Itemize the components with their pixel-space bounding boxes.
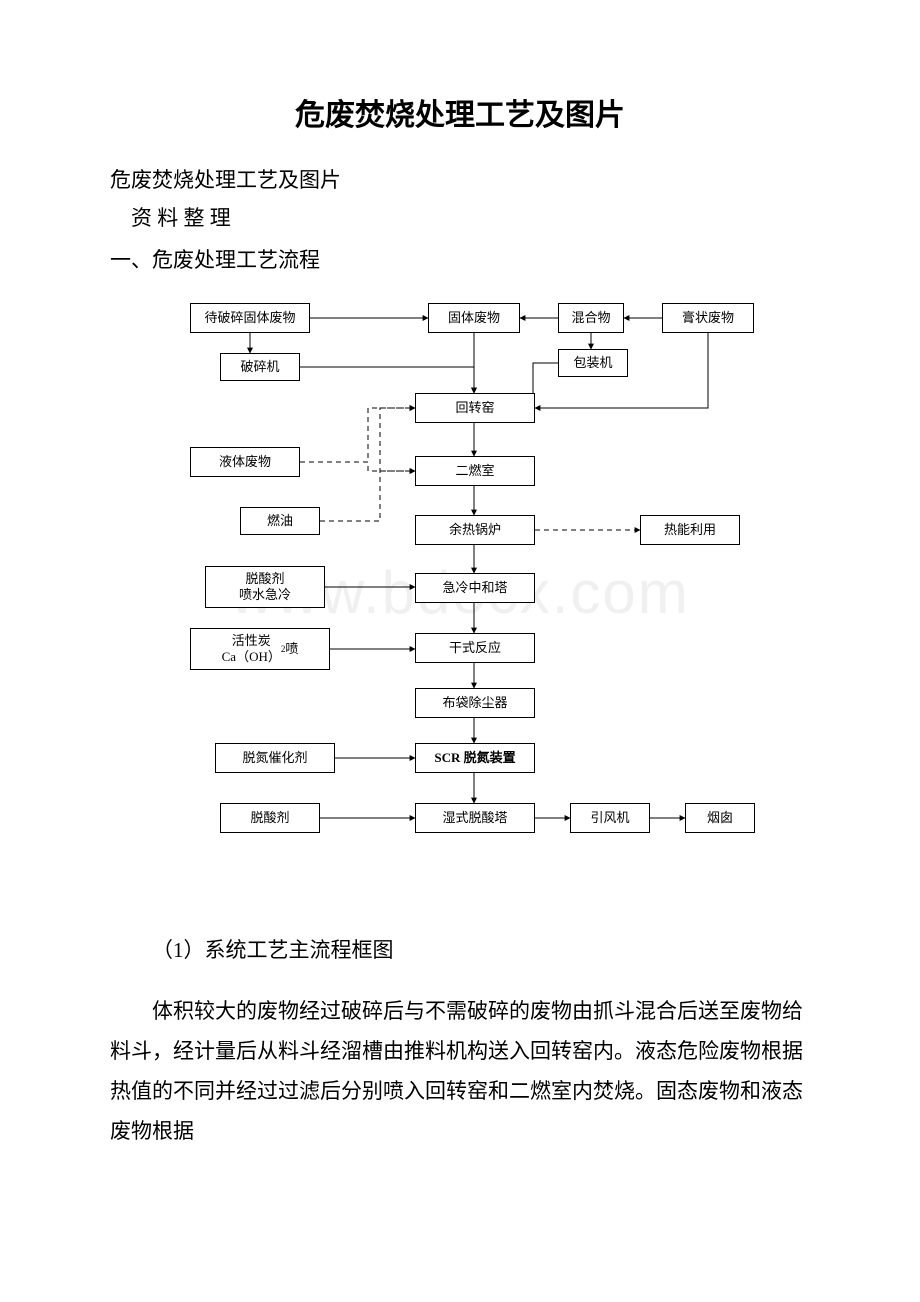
flow-node-n4: 混合物 (558, 303, 624, 333)
flow-node-n18: 脱氮催化剂 (215, 743, 335, 773)
doc-compiled: 资 料 整 理 (110, 200, 810, 238)
flow-edge-12 (320, 471, 415, 521)
section-heading-1: 一、危废处理工艺流程 (110, 242, 810, 280)
flow-node-n7: 回转窑 (415, 393, 535, 423)
flow-node-n6: 包装机 (558, 349, 628, 377)
flow-node-n12: 热能利用 (640, 515, 740, 545)
flow-node-n19: SCR 脱氮装置 (415, 743, 535, 773)
flow-node-n17: 布袋除尘器 (415, 688, 535, 718)
flow-edge-2 (300, 367, 474, 393)
flow-node-n1: 待破碎固体废物 (190, 303, 310, 333)
flow-node-n21: 湿式脱酸塔 (415, 803, 535, 833)
flow-node-n9: 二燃室 (415, 456, 535, 486)
flow-node-n5: 膏状废物 (662, 303, 754, 333)
flow-edge-10 (300, 408, 415, 462)
flow-node-n15: 活性炭Ca（OH）2喷 (190, 628, 330, 670)
flow-node-n8: 液体废物 (190, 447, 300, 477)
doc-title: 危废焚烧处理工艺及图片 (110, 90, 810, 134)
flow-node-n22: 引风机 (570, 803, 650, 833)
flow-edge-11 (300, 462, 415, 471)
flow-node-n11: 余热锅炉 (415, 515, 535, 545)
flow-node-n23: 烟囱 (685, 803, 755, 833)
flow-node-n16: 干式反应 (415, 633, 535, 663)
flow-edge-6 (533, 363, 558, 408)
flow-node-n3: 固体废物 (428, 303, 520, 333)
body-paragraph-1: 体积较大的废物经过破碎后与不需破碎的废物由抓斗混合后送至废物给料斗，经计量后从料… (110, 992, 810, 1152)
flow-node-n10: 燃油 (240, 507, 320, 535)
flow-node-n14: 急冷中和塔 (415, 573, 535, 603)
flow-edge-13 (320, 408, 415, 521)
flow-node-n13: 脱酸剂喷水急冷 (205, 566, 325, 608)
flowchart-caption: （1）系统工艺主流程框图 (110, 931, 810, 971)
flow-node-n2: 破碎机 (220, 353, 300, 381)
document-page: 危废焚烧处理工艺及图片 危废焚烧处理工艺及图片 资 料 整 理 一、危废处理工艺… (0, 0, 920, 1233)
flowchart: www.bdocx.com 待破碎固体废物破碎机固体废物混合物膏状废物包装机回转… (120, 293, 800, 913)
flow-node-n20: 脱酸剂 (220, 803, 320, 833)
doc-subtitle: 危废焚烧处理工艺及图片 (110, 162, 810, 200)
